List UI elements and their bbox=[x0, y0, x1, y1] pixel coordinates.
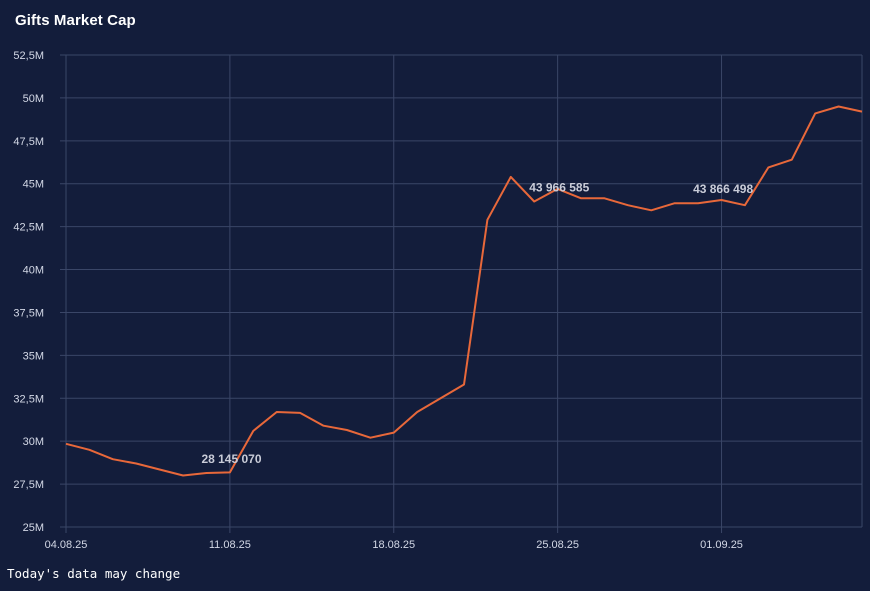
data-point bbox=[203, 470, 209, 476]
x-tick-label: 18.08.25 bbox=[372, 539, 415, 551]
x-tick-label: 01.09.25 bbox=[700, 539, 743, 551]
data-point bbox=[719, 197, 725, 203]
data-point bbox=[601, 195, 607, 201]
data-point bbox=[672, 200, 678, 206]
data-point bbox=[133, 460, 139, 466]
value-annotation: 43 966 585 bbox=[529, 180, 589, 194]
series-layer bbox=[63, 103, 865, 479]
y-tick-label: 35M bbox=[23, 350, 44, 362]
data-point bbox=[789, 157, 795, 163]
y-tick-label: 40M bbox=[23, 265, 44, 277]
y-tick-label: 52,5M bbox=[13, 50, 44, 62]
data-point bbox=[110, 456, 116, 462]
y-tick-label: 27,5M bbox=[13, 479, 44, 491]
y-tick-label: 30M bbox=[23, 436, 44, 448]
y-tick-label: 45M bbox=[23, 179, 44, 191]
y-axis-ticks: 25M 27,5M 30M 32,5M 35M 37,5M 40M 42,5M 45M 47,5M… bbox=[13, 50, 44, 534]
data-point bbox=[695, 200, 701, 206]
chart-title: Gifts Market Cap bbox=[15, 12, 136, 29]
y-tick-label: 25M bbox=[23, 522, 44, 534]
data-point bbox=[157, 467, 163, 473]
y-tick-label: 37,5M bbox=[13, 307, 44, 319]
data-point bbox=[765, 164, 771, 170]
data-point bbox=[367, 435, 373, 441]
data-point bbox=[742, 202, 748, 208]
data-point bbox=[297, 410, 303, 416]
y-tick-label: 42,5M bbox=[13, 222, 44, 234]
data-point bbox=[250, 428, 256, 434]
data-point bbox=[274, 409, 280, 415]
y-tick-label: 47,5M bbox=[13, 136, 44, 148]
x-tick-label: 04.08.25 bbox=[45, 539, 88, 551]
data-disclaimer: Today's data may change bbox=[7, 566, 181, 581]
x-tick-label: 11.08.25 bbox=[209, 539, 251, 551]
grid-layer bbox=[60, 54, 863, 533]
data-point bbox=[508, 174, 514, 180]
data-point bbox=[438, 395, 444, 401]
data-point bbox=[836, 103, 842, 109]
x-axis-ticks: 04.08.25 11.08.25 18.08.25 25.08.25 01.09.25 bbox=[45, 539, 743, 551]
data-point bbox=[625, 202, 631, 208]
data-point bbox=[63, 441, 69, 447]
value-annotation: 28 145 070 bbox=[201, 452, 261, 466]
data-point bbox=[344, 427, 350, 433]
data-point bbox=[414, 409, 420, 415]
data-point bbox=[648, 207, 654, 213]
data-point bbox=[812, 110, 818, 116]
data-point bbox=[461, 382, 467, 388]
data-point bbox=[859, 109, 865, 115]
data-point bbox=[578, 195, 584, 201]
data-point bbox=[484, 217, 490, 223]
data-point bbox=[531, 198, 537, 204]
data-point bbox=[180, 473, 186, 479]
x-tick-label: 25.08.25 bbox=[536, 539, 579, 551]
annotation-layer: 28 145 070 43 966 585 43 866 498 bbox=[201, 180, 753, 466]
data-point bbox=[227, 469, 233, 475]
data-point bbox=[321, 423, 327, 429]
data-point bbox=[391, 430, 397, 436]
y-tick-label: 50M bbox=[23, 93, 44, 105]
series-line bbox=[65, 105, 863, 477]
value-annotation: 43 866 498 bbox=[693, 182, 753, 196]
y-tick-label: 32,5M bbox=[13, 393, 44, 405]
data-point bbox=[86, 447, 92, 453]
